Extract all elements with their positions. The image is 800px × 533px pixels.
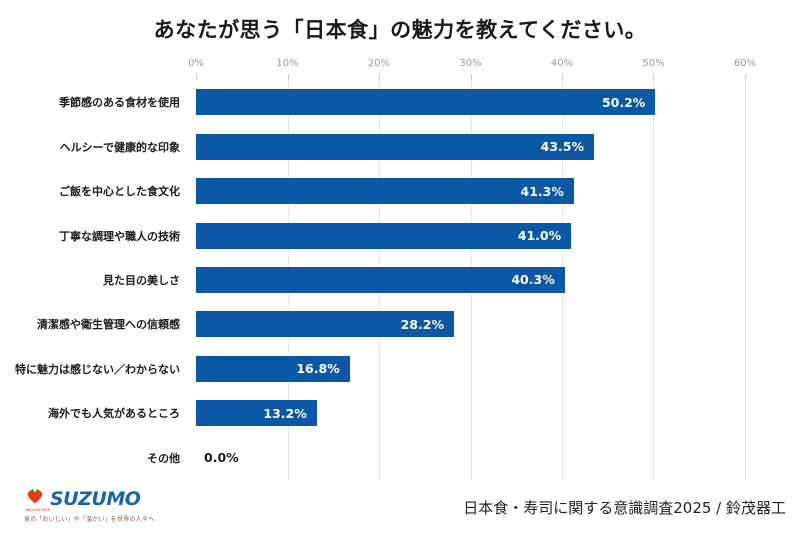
category-label: 特に魅力は感じない／わからない	[15, 362, 180, 376]
x-tick-label: 40%	[550, 58, 574, 69]
bar-row: 清潔感や衛生管理への信頼感 28.2%	[0, 302, 745, 346]
bar: 50.2%	[196, 89, 656, 116]
bar-row: 季節感のある食材を使用 50.2%	[0, 80, 745, 124]
bar-track: 41.3%	[196, 169, 745, 213]
bar-row: 特に魅力は感じない／わからない 16.8%	[0, 347, 745, 391]
bar-track: 16.8%	[196, 347, 745, 391]
source-caption: 日本食・寿司に関する意識調査2025 / 鈴茂器工	[463, 499, 786, 517]
x-tick-label: 60%	[733, 58, 757, 69]
bar: 41.3%	[196, 178, 574, 205]
axis-tick	[562, 74, 563, 80]
axis-tick	[653, 74, 655, 80]
category-label: 季節感のある食材を使用	[59, 96, 180, 110]
value-label: 0.0%	[204, 450, 239, 466]
x-tick-label: 50%	[642, 58, 665, 69]
bar-row: その他 0.0%	[0, 436, 745, 480]
category-label: 見た目の美しさ	[103, 273, 180, 287]
bar-track: 43.5%	[196, 124, 745, 168]
bar-track: 0.0%	[196, 436, 745, 480]
bar: 16.8%	[196, 355, 350, 382]
bar-track: 50.2%	[196, 80, 745, 124]
value-label: 50.2%	[601, 94, 646, 110]
axis-tick	[196, 74, 197, 80]
value-label: 28.2%	[400, 316, 445, 332]
bar-row: 海外でも人気があるところ 13.2%	[0, 391, 745, 435]
bar-track: 13.2%	[196, 391, 745, 435]
value-label: 13.2%	[263, 405, 307, 421]
value-label: 41.0%	[517, 228, 562, 244]
value-label: 43.5%	[540, 139, 585, 155]
bar-row: 見た目の美しさ 40.3%	[0, 258, 745, 302]
x-tick-label: 0%	[188, 58, 204, 69]
bar-row: ヘルシーで健康的な印象 43.5%	[0, 124, 745, 168]
value-label: 16.8%	[296, 361, 340, 377]
value-label: 40.3%	[511, 272, 555, 288]
category-label: ヘルシーで健康的な印象	[59, 140, 180, 154]
bar: 40.3%	[196, 266, 565, 293]
axis-tick	[287, 74, 289, 80]
category-label: 清潔感や衛生管理への信頼感	[37, 318, 180, 332]
gridline	[653, 80, 655, 480]
bar-track: 40.3%	[196, 258, 745, 302]
category-label: 丁寧な調理や職人の技術	[59, 229, 180, 243]
logo-wordmark: SUZUMO	[50, 488, 141, 510]
x-tick-label: 30%	[459, 58, 482, 69]
bar: 43.5%	[196, 133, 595, 160]
axis-tick	[745, 74, 746, 80]
axis-tick	[470, 74, 472, 80]
suzumo-logo: WE LOVE RICE SUZUMO 食の「おいしい」や「温かい」を世界の人々…	[24, 489, 174, 523]
x-axis: 0% 10% 20% 30% 40% 50% 60%	[188, 58, 756, 72]
bar: 41.0%	[196, 222, 572, 249]
page-title: あなたが思う「日本食」の魅力を教えてください。	[153, 18, 647, 42]
x-tick-label: 20%	[367, 58, 391, 69]
value-label: 41.3%	[520, 183, 564, 199]
bar: 28.2%	[196, 311, 455, 338]
bar-row: ご飯を中心とした食文化 41.3%	[0, 169, 745, 213]
x-tick-label: 10%	[276, 58, 299, 69]
gridline	[745, 80, 746, 480]
heart-icon: WE LOVE RICE	[24, 489, 51, 512]
bar: 13.2%	[196, 400, 317, 427]
bar-row: 丁寧な調理や職人の技術 41.0%	[0, 213, 745, 257]
bar-rows: 季節感のある食材を使用 50.2% ヘルシーで健康的な印象 43.5% ご飯を中…	[0, 80, 745, 480]
bar-track: 28.2%	[196, 302, 745, 346]
logo-tagline: 食の「おいしい」や「温かい」を世界の人々へ	[24, 516, 155, 523]
bar-track: 41.0%	[196, 213, 745, 257]
category-label: 海外でも人気があるところ	[48, 407, 180, 421]
category-label: ご飯を中心とした食文化	[59, 185, 180, 199]
axis-tick	[378, 74, 380, 80]
category-label: その他	[147, 451, 180, 465]
logo-heart-caption: WE LOVE RICE	[25, 507, 51, 512]
